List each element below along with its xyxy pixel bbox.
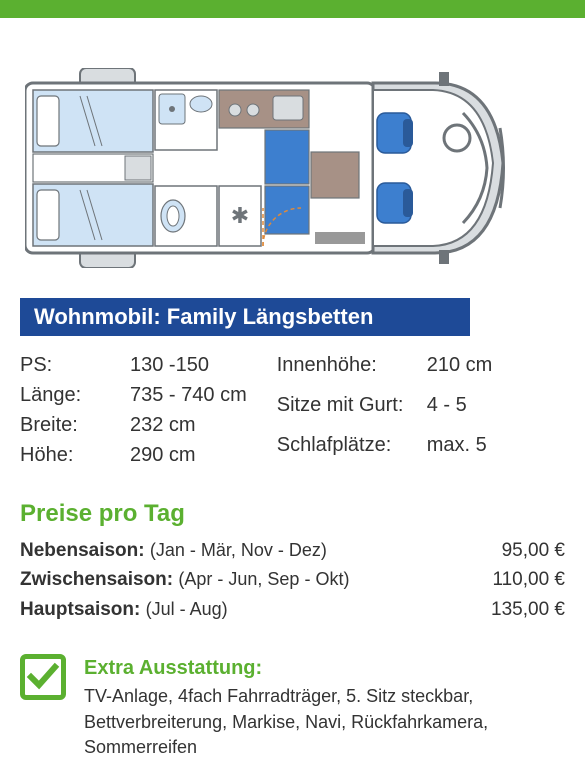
spec-value: max. 5 (427, 430, 493, 470)
extras-heading: Extra Ausstattung: (84, 654, 565, 682)
prices-list: Nebensaison: (Jan - Mär, Nov - Dez) 95,0… (20, 536, 565, 624)
spec-label: Schlafplätze: (277, 430, 417, 470)
vehicle-title: Wohnmobil: Family Längsbetten (20, 298, 470, 336)
specs-left-column: PS: 130 -150 Länge: 735 - 740 cm Breite:… (20, 350, 247, 470)
specs-section: PS: 130 -150 Länge: 735 - 740 cm Breite:… (20, 350, 565, 470)
spec-value: 210 cm (427, 350, 493, 390)
svg-text:✱: ✱ (231, 203, 249, 228)
spec-value: 290 cm (130, 440, 247, 470)
spec-label: Sitze mit Gurt: (277, 390, 417, 430)
price-row: Hauptsaison: (Jul - Aug) 135,00 € (20, 595, 565, 624)
price-row: Nebensaison: (Jan - Mär, Nov - Dez) 95,0… (20, 536, 565, 565)
spec-label: Innenhöhe: (277, 350, 417, 390)
checkmark-icon (20, 654, 66, 700)
top-accent-bar (0, 0, 585, 18)
spec-value: 130 -150 (130, 350, 247, 380)
specs-right-column: Innenhöhe: 210 cm Sitze mit Gurt: 4 - 5 … (277, 350, 493, 470)
price-value: 95,00 € (502, 536, 565, 565)
price-value: 110,00 € (492, 565, 565, 594)
spec-value: 232 cm (130, 410, 247, 440)
price-value: 135,00 € (491, 595, 565, 624)
price-label: Hauptsaison: (20, 599, 140, 620)
spec-value: 735 - 740 cm (130, 380, 247, 410)
price-label: Nebensaison: (20, 540, 145, 561)
extras-section: Extra Ausstattung: TV-Anlage, 4fach Fahr… (20, 654, 565, 760)
price-label: Zwischensaison: (20, 569, 173, 590)
extras-body: TV-Anlage, 4fach Fahrradträger, 5. Sitz … (84, 684, 565, 760)
price-period: (Jul - Aug) (146, 599, 228, 619)
content-area: ✱ (0, 68, 585, 780)
spec-value: 4 - 5 (427, 390, 493, 430)
spec-label: Höhe: (20, 440, 110, 470)
floorplan-image: ✱ (25, 68, 505, 268)
price-row: Zwischensaison: (Apr - Jun, Sep - Okt) 1… (20, 565, 565, 594)
price-period: (Apr - Jun, Sep - Okt) (178, 569, 349, 589)
spec-label: Breite: (20, 410, 110, 440)
spec-label: Länge: (20, 380, 110, 410)
price-period: (Jan - Mär, Nov - Dez) (150, 540, 327, 560)
spec-label: PS: (20, 350, 110, 380)
prices-heading: Preise pro Tag (20, 500, 565, 528)
